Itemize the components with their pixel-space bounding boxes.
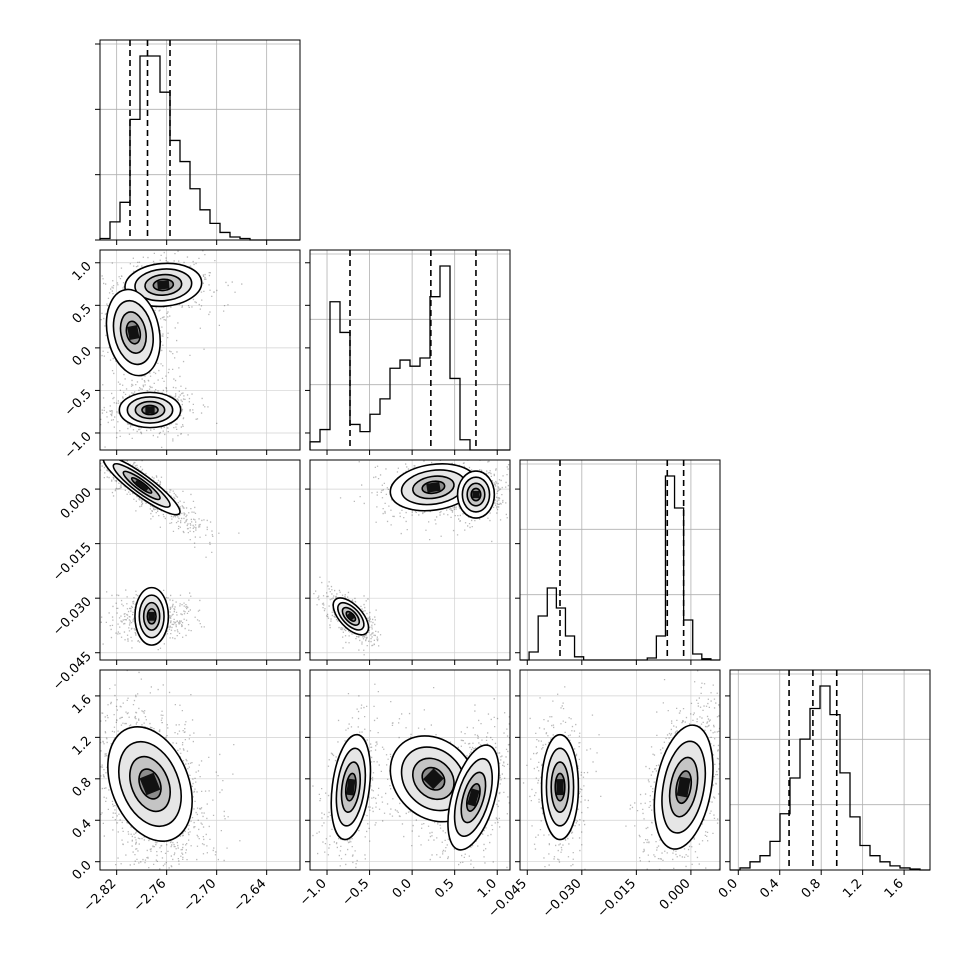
panel-frame [309,669,511,871]
y-tick-label-1-4: 1.0 [70,259,95,284]
hist-panel-3 [729,669,931,871]
density-peak-2 [467,788,480,807]
histogram-step-0 [99,55,300,241]
x-tick-label-3-3: 1.2 [840,876,865,901]
joint-panel-2-0 [99,459,301,661]
panel-frame [729,669,931,871]
density-peak-2 [145,406,155,414]
panel-frame [99,39,301,241]
density-peak-0 [556,779,564,796]
density-peak-1 [148,611,155,621]
scatter-points [100,460,240,651]
x-tick-label-2-2: −0.015 [595,876,640,921]
density-peak-1 [127,325,140,341]
x-tick-label-2-1: −0.030 [540,876,585,921]
histogram-step-2 [520,475,720,661]
joint-content [100,460,300,660]
density-peak-0 [139,772,161,796]
joint-content [310,460,510,660]
panel-frame [309,249,511,451]
density-peak-1 [676,776,691,798]
joint-panel-2-1 [309,459,511,661]
y-tick-label-3-4: 1.6 [70,692,95,717]
panel-frame [519,669,721,871]
y-tick-label-3-1: 0.4 [70,816,95,841]
hist-panel-0 [95,39,301,241]
x-tick-label-1-2: 0.0 [390,876,415,901]
panel-frame [99,459,301,661]
x-tick-label-3-4: 1.6 [882,876,907,901]
y-tick-label-2-0: −0.045 [50,649,95,694]
x-tick-label-3-0: 0.0 [716,876,741,901]
x-tick-label-0-0: −2.82 [81,876,120,915]
panel-frame [519,459,721,661]
x-tick-label-1-1: −0.5 [339,876,372,909]
density-peak-0 [134,479,149,492]
y-tick-label-3-3: 1.2 [70,734,95,759]
hist-panel-2 [519,459,721,661]
histogram-step-3 [730,685,930,871]
x-tick-label-1-3: 0.5 [432,876,457,901]
x-tick-label-0-3: −2.64 [231,876,270,915]
y-tick-label-1-0: −1.0 [62,429,95,462]
y-tick-label-2-2: −0.015 [50,540,95,585]
joint-panel-3-1 [309,669,511,871]
panel-frame [99,669,301,871]
density-peak-1 [423,768,444,790]
x-tick-label-2-3: 0.000 [657,876,694,913]
y-tick-label-1-2: 0.0 [70,344,95,369]
x-tick-label-3-1: 0.4 [757,876,782,901]
hist-panel-1 [309,249,511,451]
panel-frame [309,459,511,661]
panel-frame [99,249,301,451]
joint-content [100,670,300,870]
x-tick-label-1-4: 1.0 [475,876,500,901]
x-tick-label-3-2: 0.8 [799,876,824,901]
y-tick-label-1-1: −0.5 [62,387,95,420]
joint-content [310,670,510,870]
joint-panel-3-2 [519,669,721,871]
histogram-step-1 [309,265,510,451]
joint-content [520,670,720,870]
y-tick-label-3-0: 0.0 [70,858,95,883]
y-tick-label-2-3: 0.000 [58,485,95,522]
joint-content [100,250,300,450]
density-peak-1 [472,490,480,499]
y-tick-label-2-1: −0.030 [50,594,95,639]
x-tick-label-0-2: −2.70 [181,876,220,915]
joint-panel-1-0 [99,249,301,451]
density-peak-0 [346,778,356,796]
joint-panel-3-0 [99,669,301,871]
x-tick-label-0-1: −2.76 [131,876,170,915]
y-tick-label-1-3: 0.5 [70,302,95,327]
density-peak-0 [157,280,170,290]
density-peak-2 [346,612,355,621]
y-tick-label-3-2: 0.8 [70,775,95,800]
density-peak-0 [426,481,441,493]
x-tick-label-1-0: −1.0 [297,876,330,909]
